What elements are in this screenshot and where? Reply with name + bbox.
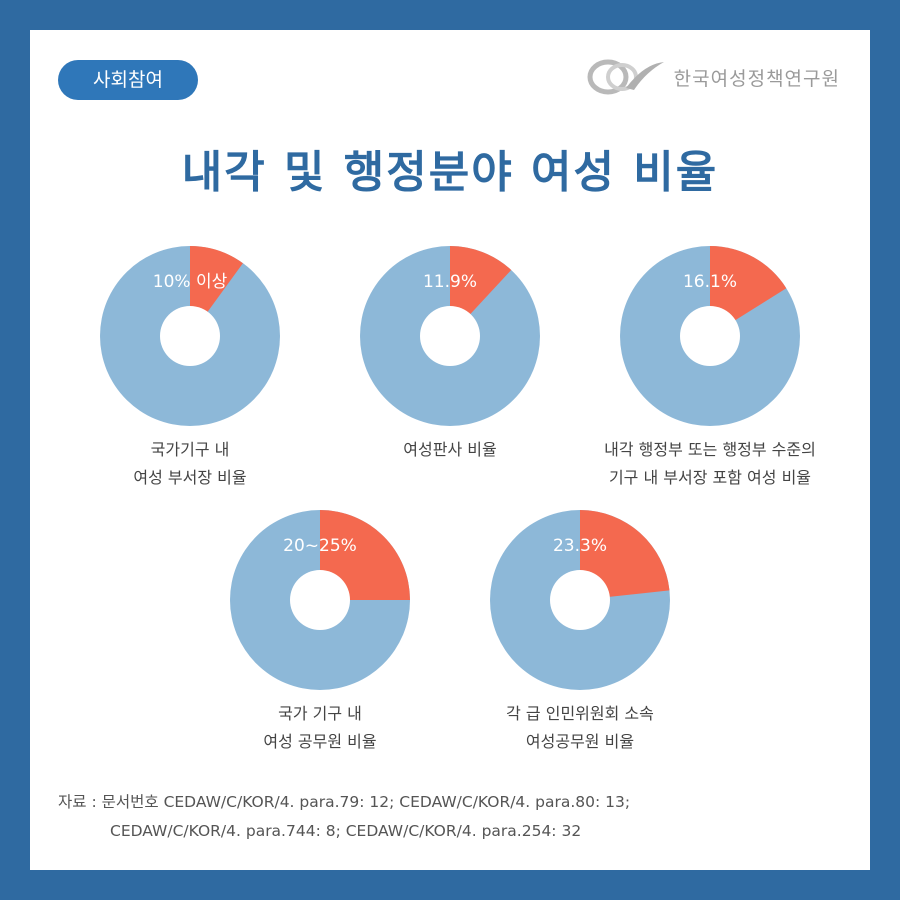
chart-2: 11.9% 여성판사 비율 [320, 246, 580, 464]
donut-hole-5 [550, 570, 610, 630]
org-logo: 한국여성정책연구원 [586, 58, 840, 96]
category-badge: 사회참여 [58, 60, 198, 100]
percent-label-4: 20~25% [283, 536, 357, 556]
chart-caption-5-line-2: 여성공무원 비율 [525, 732, 635, 751]
infographic-card: 사회참여 한국여성정책연구원 내각 및 행정분야 여성 비율 10% 이상 국가… [30, 30, 870, 870]
chart-caption-5-line-1: 각 급 인민위원회 소속 [506, 704, 654, 723]
donut-hole-3 [680, 306, 740, 366]
chart-caption-2: 여성판사 비율 [320, 436, 580, 464]
slice-women-5 [580, 510, 670, 600]
percent-label-3: 16.1% [683, 272, 737, 292]
donut-chart-1: 10% 이상 [100, 246, 280, 426]
percent-label-1: 10% 이상 [153, 272, 228, 292]
chart-caption-3-line-1: 내각 행정부 또는 행정부 수준의 [604, 440, 816, 459]
donut-chart-5: 23.3% [490, 510, 670, 690]
donut-hole-4 [290, 570, 350, 630]
source-line-1: 자료 : 문서번호 CEDAW/C/KOR/4. para.79: 12; CE… [58, 793, 631, 811]
chart-caption-3-line-2: 기구 내 부서장 포함 여성 비율 [608, 468, 812, 487]
donut-chart-4: 20~25% [230, 510, 410, 690]
org-emblem-icon [587, 59, 664, 95]
donut-hole-1 [160, 306, 220, 366]
chart-caption-1-line-2: 여성 부서장 비율 [133, 468, 247, 487]
chart-caption-4-line-1: 국가 기구 내 [278, 704, 362, 723]
page-title: 내각 및 행정분야 여성 비율 [181, 147, 719, 198]
donut-chart-3: 16.1% [620, 246, 800, 426]
slice-women-4 [320, 510, 410, 600]
chart-caption-2-line-1: 여성판사 비율 [403, 440, 497, 459]
chart-caption-1-line-1: 국가기구 내 [150, 440, 230, 459]
source-note: 자료 : 문서번호 CEDAW/C/KOR/4. para.79: 12; CE… [58, 788, 848, 846]
source-line-2: CEDAW/C/KOR/4. para.744: 8; CEDAW/C/KOR/… [110, 822, 582, 840]
org-name: 한국여성정책연구원 [673, 67, 840, 90]
chart-caption-4-line-2: 여성 공무원 비율 [263, 732, 377, 751]
percent-label-2: 11.9% [423, 272, 477, 292]
percent-label-5: 23.3% [553, 536, 607, 556]
donut-chart-2: 11.9% [360, 246, 540, 426]
donut-hole-2 [420, 306, 480, 366]
